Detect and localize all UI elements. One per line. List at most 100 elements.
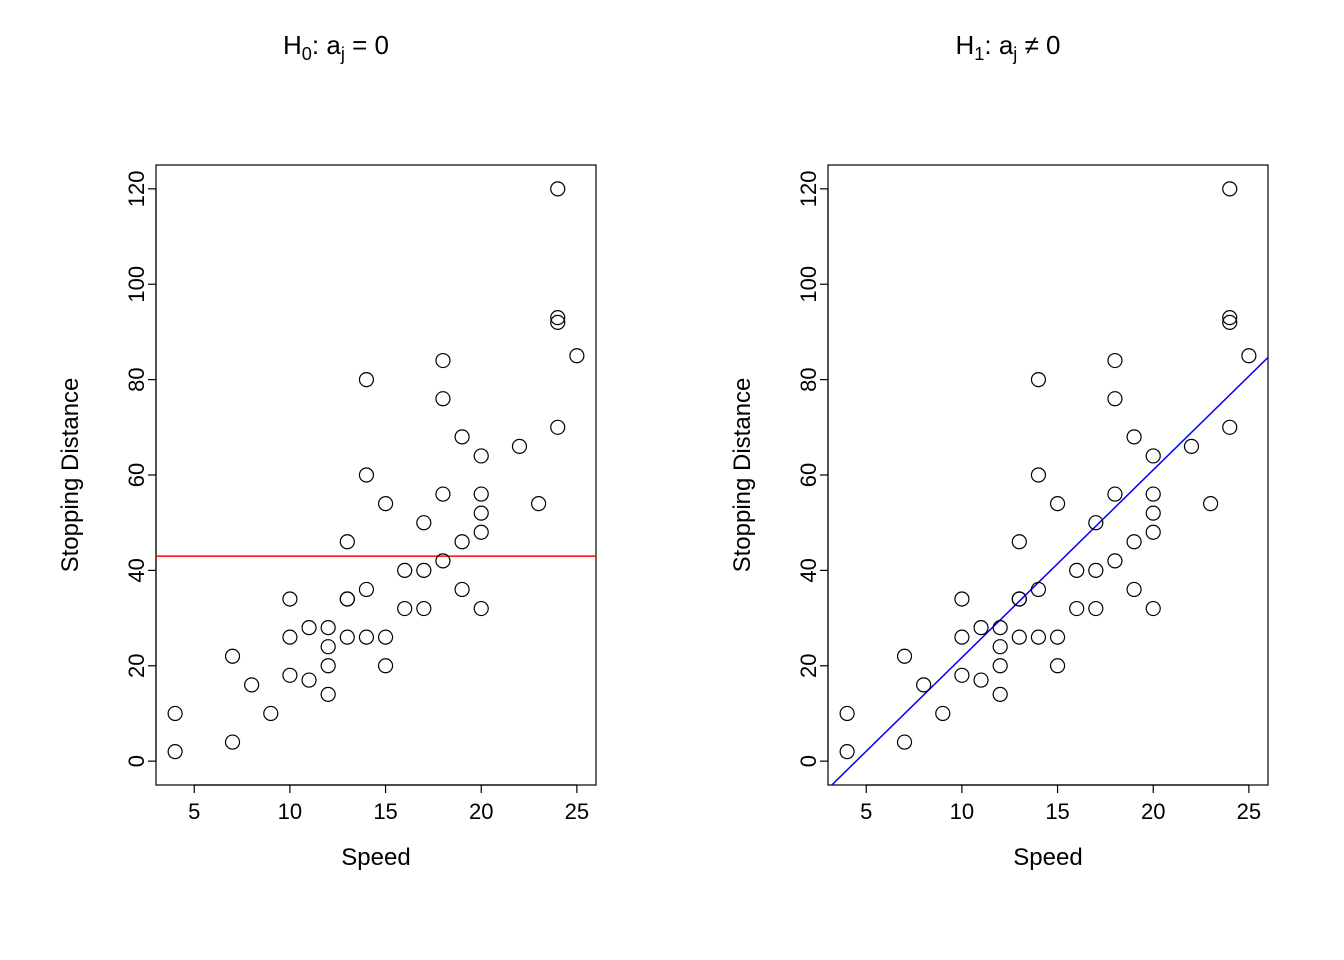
panel-left: H0: aj = 0 510152025020406080100120Speed…: [36, 30, 636, 900]
x-tick-label: 20: [469, 799, 493, 824]
svg-text:20: 20: [796, 654, 821, 678]
data-point: [340, 592, 354, 606]
data-point: [1031, 583, 1045, 597]
data-point: [1127, 583, 1141, 597]
data-point: [840, 745, 854, 759]
data-point: [417, 516, 431, 530]
data-point: [1089, 602, 1103, 616]
data-point: [340, 630, 354, 644]
data-point: [993, 640, 1007, 654]
data-point: [993, 688, 1007, 702]
data-point: [359, 373, 373, 387]
x-tick-label: 15: [373, 799, 397, 824]
panel-right: H1: aj ≠ 0 510152025020406080100120Speed…: [708, 30, 1308, 900]
panel-right-title: H1: aj ≠ 0: [708, 30, 1308, 65]
plot-box: [156, 165, 596, 785]
data-point: [1146, 506, 1160, 520]
data-point: [379, 497, 393, 511]
data-point: [283, 630, 297, 644]
y-tick-label: 120: [796, 171, 821, 208]
data-point: [1108, 487, 1122, 501]
svg-text:40: 40: [124, 558, 149, 582]
data-point: [302, 621, 316, 635]
chart-container: H0: aj = 0 510152025020406080100120Speed…: [0, 0, 1344, 900]
data-point: [398, 564, 412, 578]
data-point: [359, 630, 373, 644]
data-point: [455, 535, 469, 549]
data-point: [436, 487, 450, 501]
y-tick-label: 40: [796, 558, 821, 582]
data-point: [474, 449, 488, 463]
data-point: [359, 468, 373, 482]
data-point: [1146, 487, 1160, 501]
data-point: [1108, 354, 1122, 368]
data-point: [955, 630, 969, 644]
data-point: [264, 707, 278, 721]
y-axis-label: Stopping Distance: [57, 378, 84, 573]
data-point: [283, 668, 297, 682]
y-tick-label: 20: [796, 654, 821, 678]
data-point: [1127, 430, 1141, 444]
data-point: [417, 602, 431, 616]
data-point: [455, 583, 469, 597]
svg-text:100: 100: [124, 266, 149, 303]
data-point: [340, 535, 354, 549]
data-point: [398, 602, 412, 616]
panel-right-svg: 510152025020406080100120SpeedStopping Di…: [708, 75, 1308, 895]
y-tick-label: 100: [124, 266, 149, 303]
data-point: [168, 707, 182, 721]
data-point: [1146, 449, 1160, 463]
data-point: [474, 506, 488, 520]
svg-text:80: 80: [796, 368, 821, 392]
svg-text:Stopping Distance: Stopping Distance: [57, 378, 84, 573]
data-point: [436, 354, 450, 368]
svg-text:0: 0: [796, 755, 821, 767]
data-point: [436, 392, 450, 406]
y-tick-label: 60: [124, 463, 149, 487]
data-point: [1051, 659, 1065, 673]
data-point: [1108, 554, 1122, 568]
svg-text:120: 120: [796, 171, 821, 208]
data-point: [321, 688, 335, 702]
y-tick-label: 120: [124, 171, 149, 208]
svg-text:120: 120: [124, 171, 149, 208]
data-point: [1204, 497, 1218, 511]
panel-left-svg: 510152025020406080100120SpeedStopping Di…: [36, 75, 636, 895]
data-point: [512, 440, 526, 454]
y-tick-label: 40: [124, 558, 149, 582]
data-point: [474, 487, 488, 501]
data-point: [1051, 630, 1065, 644]
data-point: [1012, 630, 1026, 644]
data-point: [1070, 602, 1084, 616]
svg-text:40: 40: [796, 558, 821, 582]
data-point: [1031, 373, 1045, 387]
data-point: [570, 349, 584, 363]
data-point: [1031, 468, 1045, 482]
data-point: [474, 525, 488, 539]
panel-left-title: H0: aj = 0: [36, 30, 636, 65]
data-point: [379, 630, 393, 644]
y-tick-label: 80: [124, 368, 149, 392]
data-point: [974, 673, 988, 687]
data-point: [1089, 516, 1103, 530]
data-point: [455, 430, 469, 444]
data-point: [917, 678, 931, 692]
data-point: [321, 621, 335, 635]
data-point: [245, 678, 259, 692]
data-point: [1223, 420, 1237, 434]
data-point: [936, 707, 950, 721]
x-tick-label: 5: [860, 799, 872, 824]
y-tick-label: 0: [796, 755, 821, 767]
data-point: [1146, 602, 1160, 616]
data-point: [1031, 630, 1045, 644]
data-point: [474, 602, 488, 616]
y-tick-label: 100: [796, 266, 821, 303]
svg-text:80: 80: [124, 368, 149, 392]
y-tick-label: 80: [796, 368, 821, 392]
data-point: [1242, 349, 1256, 363]
x-tick-label: 25: [565, 799, 589, 824]
plot-box: [828, 165, 1268, 785]
data-point: [1184, 440, 1198, 454]
data-point: [379, 659, 393, 673]
svg-text:20: 20: [124, 654, 149, 678]
